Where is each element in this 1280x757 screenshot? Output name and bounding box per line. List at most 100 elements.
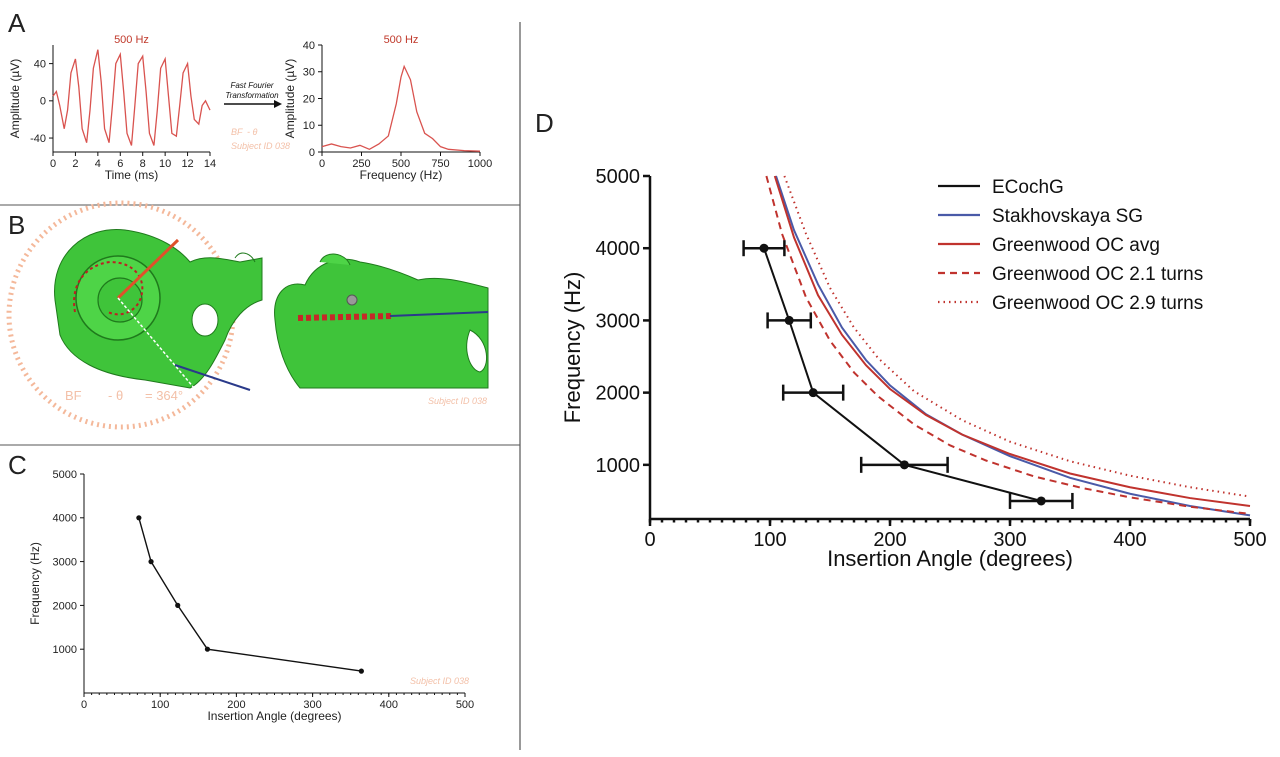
- panel-a-time-chart: 0 2 4 6 8 10 12 14 -40 0 40 Time (ms) Amplitude (µV)…: [8, 34, 216, 182]
- chart-title: 500 Hz: [114, 34, 149, 46]
- y-tick-label: 4000: [596, 238, 641, 260]
- ecochg-data-point: [759, 243, 769, 253]
- legend-label: Stakhovskaya SG: [992, 206, 1143, 227]
- y-tick-label: 2000: [596, 383, 641, 405]
- fft-arrowhead-icon: [274, 100, 282, 108]
- cochlea-left-edge: [234, 252, 256, 263]
- y-axis-label: Frequency (Hz): [28, 542, 42, 625]
- legend-label: Greenwood OC 2.9 turns: [992, 293, 1203, 314]
- panel-b-bf-text-c: = 364°: [145, 388, 183, 403]
- x-tick-label: 500: [392, 158, 410, 170]
- panel-b-subject-id: Subject ID 038: [428, 396, 487, 406]
- y-axis-label: Amplitude (µV): [8, 59, 22, 139]
- y-tick-label: 10: [303, 120, 315, 132]
- x-axis-label: Time (ms): [105, 168, 159, 182]
- panel-c-subject-id: Subject ID 038: [410, 676, 469, 686]
- panel-d-chart: 0 100 200 300 400 500 1000 2000 3000 4000 5000 Inse…: [560, 166, 1267, 571]
- legend-label: Greenwood OC 2.1 turns: [992, 264, 1203, 285]
- ecochg-line: [138, 517, 362, 672]
- x-tick-label: 200: [227, 699, 245, 711]
- chart-title: 500 Hz: [384, 34, 419, 46]
- data-point: [204, 646, 211, 652]
- frequency-series-line: [321, 64, 481, 152]
- electrode-marker-icon: [346, 294, 358, 306]
- insertion-angle-line: [117, 297, 201, 396]
- y-tick-label: 4000: [53, 513, 77, 525]
- legend-label: Greenwood OC avg: [992, 235, 1160, 256]
- x-tick-label: 2: [72, 158, 78, 170]
- data-point: [358, 668, 364, 674]
- y-tick-label: 40: [34, 58, 46, 70]
- panel-label-c: C: [8, 450, 27, 480]
- electrode-lead-right: [389, 311, 489, 317]
- x-axis-label: Insertion Angle (degrees): [827, 546, 1073, 571]
- y-tick-label: 20: [303, 93, 315, 105]
- legend-label: ECochG: [992, 177, 1064, 198]
- x-tick-label: 750: [431, 158, 449, 170]
- ecochg-data-point: [899, 460, 909, 470]
- ecochg-data-point: [808, 388, 818, 398]
- series-line-greenwood-oc-2-1-turns: [765, 175, 1251, 515]
- y-tick-label: 30: [303, 67, 315, 79]
- panel-label-a: A: [8, 8, 26, 38]
- cochlea-right-top: [319, 253, 351, 266]
- panel-b-bf-text-b: - θ: [108, 388, 123, 403]
- x-tick-label: 0: [319, 158, 325, 170]
- panel-b-bf-text-a: BF: [65, 388, 82, 403]
- panel-c-chart: 0 100 200 300 400 500 1000 2000 3000 4000 5000 Inse…: [28, 469, 474, 723]
- panel-label-b: B: [8, 210, 25, 240]
- x-tick-label: 400: [1113, 529, 1146, 551]
- ecochg-data-point: [784, 315, 794, 325]
- x-tick-label: 200: [873, 529, 906, 551]
- y-tick-label: 5000: [53, 469, 77, 481]
- time-series-line: [52, 49, 211, 146]
- y-tick-label: 3000: [596, 310, 641, 332]
- y-tick-label: 40: [303, 40, 315, 52]
- cochlea-left-window: [191, 303, 219, 337]
- x-tick-label: 0: [644, 529, 655, 551]
- data-point: [136, 515, 142, 521]
- x-tick-label: 100: [151, 699, 169, 711]
- x-tick-label: 250: [352, 158, 370, 170]
- panel-label-d: D: [535, 108, 554, 138]
- x-tick-label: 12: [181, 158, 193, 170]
- electrode-array-left: [73, 260, 144, 316]
- x-tick-label: 10: [159, 158, 171, 170]
- panel-a-bf-label-a: BF: [231, 127, 243, 137]
- y-tick-label: 2000: [53, 600, 77, 612]
- y-axis-label: Amplitude (µV): [283, 59, 297, 139]
- y-axis-label: Frequency (Hz): [560, 272, 585, 424]
- panel-d-legend: ECochG Stakhovskaya SG Greenwood OC avg Gre…: [938, 177, 1203, 314]
- x-axis-label: Insertion Angle (degrees): [207, 709, 341, 723]
- fft-arrow-group: Fast Fourier Transformation: [224, 81, 282, 108]
- y-tick-label: 0: [40, 96, 46, 108]
- cochlea-render-left: BF - θ = 364°: [6, 200, 263, 430]
- data-point: [148, 559, 154, 565]
- x-tick-label: 1000: [468, 158, 492, 170]
- y-tick-label: 5000: [596, 166, 641, 188]
- panel-a-subject-id: Subject ID 038: [231, 141, 290, 151]
- x-tick-label: 400: [380, 699, 398, 711]
- x-tick-label: 100: [753, 529, 786, 551]
- x-tick-label: 4: [95, 158, 101, 170]
- fft-label-line1: Fast Fourier: [230, 81, 273, 90]
- y-tick-label: 3000: [53, 556, 77, 568]
- y-tick-label: 1000: [596, 455, 641, 477]
- fft-label-line2: Transformation: [225, 91, 279, 100]
- series-line-greenwood-oc-avg: [773, 175, 1251, 507]
- x-tick-label: 500: [1233, 529, 1266, 551]
- x-tick-label: 14: [204, 158, 216, 170]
- y-tick-label: -40: [30, 133, 46, 145]
- ecochg-data-point: [1036, 496, 1046, 506]
- x-tick-label: 0: [81, 699, 87, 711]
- y-tick-label: 1000: [53, 644, 77, 656]
- panel-a-bf-label-b: - θ: [247, 127, 257, 137]
- series-line-greenwood-oc-2-9-turns: [783, 175, 1251, 498]
- electrode-lead-left: [174, 364, 251, 391]
- x-tick-label: 6: [117, 158, 123, 170]
- x-axis-label: Frequency (Hz): [360, 168, 443, 182]
- y-tick-label: 0: [309, 147, 315, 159]
- cochlea-right-window: [466, 329, 488, 373]
- x-tick-label: 8: [140, 158, 146, 170]
